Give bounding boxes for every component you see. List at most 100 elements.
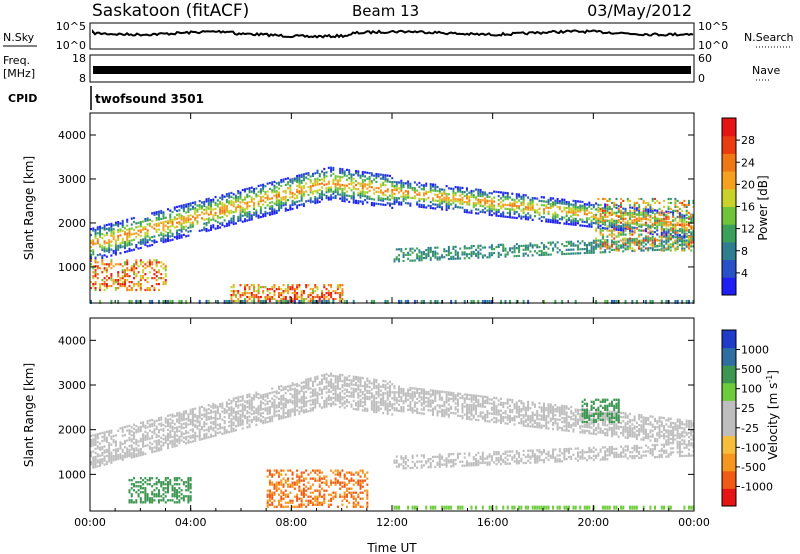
power-cell	[518, 246, 521, 250]
power-cell	[422, 204, 425, 207]
power-cell	[375, 172, 378, 176]
velocity-cell	[259, 396, 262, 399]
power-cell	[176, 229, 179, 232]
power-cell	[210, 212, 213, 216]
power-cell	[153, 259, 156, 262]
power-cell	[543, 200, 545, 203]
power-cell	[660, 219, 663, 223]
power-cell	[157, 261, 160, 264]
power-cell	[604, 251, 607, 254]
velocity-cell	[180, 425, 183, 428]
power-cell	[420, 184, 423, 187]
velocity-cell	[178, 483, 181, 486]
power-cell	[595, 208, 598, 211]
power-cell	[533, 244, 536, 247]
power-cell	[350, 175, 353, 178]
velocity-cell	[282, 408, 285, 411]
power-cell	[400, 183, 403, 186]
power-cell	[250, 284, 253, 287]
power-cell	[253, 197, 256, 201]
velocity-cell	[182, 495, 185, 498]
velocity-cell	[248, 415, 251, 418]
velocity-cell	[176, 412, 179, 415]
power-cell	[576, 244, 579, 247]
power-colorbar-label: Power [dB]	[756, 175, 770, 240]
power-cell	[502, 211, 505, 214]
power-cell	[323, 183, 326, 186]
power-cell	[241, 220, 244, 223]
velocity-cell	[196, 425, 199, 428]
power-cell	[513, 202, 516, 206]
velocity-cell	[151, 450, 154, 454]
power-cell	[610, 235, 613, 238]
power-cell	[561, 216, 564, 219]
power-cell	[250, 216, 253, 219]
power-cell	[549, 220, 552, 224]
power-cell	[484, 199, 487, 202]
power-cell	[409, 182, 412, 185]
power-cell	[133, 248, 136, 251]
power-cell	[364, 185, 367, 188]
power-cell	[207, 205, 210, 208]
power-cell	[606, 227, 609, 230]
velocity-cell	[133, 441, 136, 444]
velocity-cell	[148, 429, 151, 432]
power-cell	[253, 295, 256, 299]
power-cell	[678, 214, 681, 217]
power-cell	[681, 239, 684, 242]
velocity-cell	[275, 396, 278, 399]
velocity-cell	[257, 419, 260, 422]
power-cell	[468, 197, 471, 200]
power-cell	[259, 209, 262, 213]
power-cell	[459, 202, 462, 205]
power-cell	[332, 168, 335, 172]
power-cell	[409, 249, 412, 252]
power-cell	[479, 248, 482, 251]
velocity-cell	[151, 448, 154, 452]
velocity-cell	[257, 413, 260, 416]
power-cell	[384, 180, 387, 183]
power-cell	[244, 288, 247, 291]
power-cell	[590, 207, 593, 211]
power-cell	[103, 224, 106, 227]
power-cell	[123, 263, 126, 266]
power-cell	[164, 234, 167, 237]
power-cell	[687, 231, 690, 234]
power-cell	[345, 194, 348, 197]
velocity-cell	[105, 460, 108, 464]
power-cell	[692, 233, 695, 236]
velocity-cell	[189, 487, 192, 490]
power-cell	[651, 211, 654, 214]
power-cell	[608, 213, 611, 216]
power-cell	[504, 207, 507, 210]
velocity-cell	[167, 432, 170, 436]
power-cell	[470, 247, 473, 250]
power-cell	[461, 206, 464, 209]
power-cell	[244, 202, 247, 205]
velocity-cell	[144, 499, 147, 502]
power-cell	[121, 271, 124, 274]
velocity-cell	[110, 459, 113, 462]
power-cell	[567, 252, 570, 255]
power-cell	[117, 236, 120, 240]
power-cell	[321, 178, 324, 181]
power-cell	[253, 187, 256, 191]
velocity-cell	[221, 402, 224, 405]
velocity-cell	[103, 435, 106, 438]
velocity-cell	[273, 469, 276, 472]
velocity-cell	[173, 433, 176, 436]
power-cell	[407, 190, 410, 193]
power-cell	[232, 293, 235, 297]
velocity-cell	[205, 408, 208, 411]
velocity-cell	[164, 419, 167, 422]
power-cell	[311, 200, 314, 203]
power-cell	[232, 222, 235, 226]
power-cell	[266, 182, 269, 185]
velocity-cell	[289, 501, 292, 504]
power-cell	[246, 211, 249, 214]
power-cell	[384, 184, 387, 187]
velocity-cell	[185, 489, 188, 492]
power-cell	[488, 199, 491, 203]
power-cell	[549, 197, 552, 200]
velocity-cell	[237, 410, 240, 413]
